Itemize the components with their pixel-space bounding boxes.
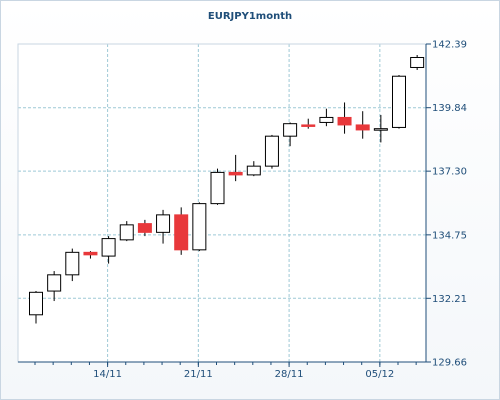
candle-body-up xyxy=(246,165,261,176)
candle xyxy=(301,118,316,129)
candle-body-up xyxy=(264,135,279,167)
y-tick-label: 142.39 xyxy=(432,40,467,51)
candle-body-down xyxy=(228,171,243,176)
candle-body-up xyxy=(210,171,225,205)
candle-body-down xyxy=(301,124,316,127)
candle-body-down xyxy=(83,251,98,256)
x-axis-ticks: 14/11 21/11 28/11 05/12 xyxy=(34,362,417,380)
grid-vertical xyxy=(107,44,381,362)
chart-title: EURJPY1month xyxy=(207,11,293,22)
candle-body-up xyxy=(119,224,134,241)
candle xyxy=(156,209,171,244)
candle xyxy=(373,114,388,143)
candle-body-up xyxy=(373,128,388,131)
candle xyxy=(119,221,134,242)
candle xyxy=(47,271,62,302)
candle-body-up xyxy=(192,203,207,251)
candle xyxy=(264,134,279,169)
y-tick-label: 132.21 xyxy=(432,294,467,305)
candle xyxy=(29,291,43,324)
candle xyxy=(174,207,189,255)
y-axis-ticks: 142.39 139.84 137.30 134.75 132.21 129.66 xyxy=(426,40,467,369)
candle-body-down xyxy=(337,116,352,126)
candle-body-up xyxy=(29,291,43,316)
candle xyxy=(192,202,207,252)
candle-body-up xyxy=(65,251,80,276)
x-tick-label: 05/12 xyxy=(365,369,394,380)
candle xyxy=(65,248,80,282)
candle-body-up xyxy=(410,56,425,68)
candle xyxy=(410,54,425,70)
candle-body-up xyxy=(101,238,116,257)
candle xyxy=(228,154,243,182)
candle-body-up xyxy=(319,116,334,123)
candle xyxy=(137,219,152,237)
y-tick-label: 139.84 xyxy=(432,103,467,114)
candle-body-down xyxy=(355,124,370,131)
candle-body-up xyxy=(283,123,298,137)
candle xyxy=(101,236,116,264)
x-tick-label: 14/11 xyxy=(93,369,122,380)
candle-body-up xyxy=(47,274,62,292)
candle xyxy=(246,161,261,177)
candle xyxy=(83,251,98,259)
candle xyxy=(210,168,225,205)
candle xyxy=(337,102,352,134)
x-tick-label: 28/11 xyxy=(275,369,304,380)
candle xyxy=(319,108,334,127)
candles xyxy=(29,54,425,324)
candle-body-up xyxy=(156,214,171,233)
candle xyxy=(392,74,406,129)
candle xyxy=(355,111,370,139)
y-tick-label: 129.66 xyxy=(432,358,467,369)
candle-body-down xyxy=(174,214,189,251)
y-tick-label: 134.75 xyxy=(432,230,467,241)
candle-body-up xyxy=(392,75,406,128)
candle xyxy=(283,122,298,147)
x-tick-label: 21/11 xyxy=(184,369,213,380)
y-tick-label: 137.30 xyxy=(432,167,467,178)
candle-body-down xyxy=(137,223,152,233)
grid-horizontal xyxy=(18,107,426,299)
